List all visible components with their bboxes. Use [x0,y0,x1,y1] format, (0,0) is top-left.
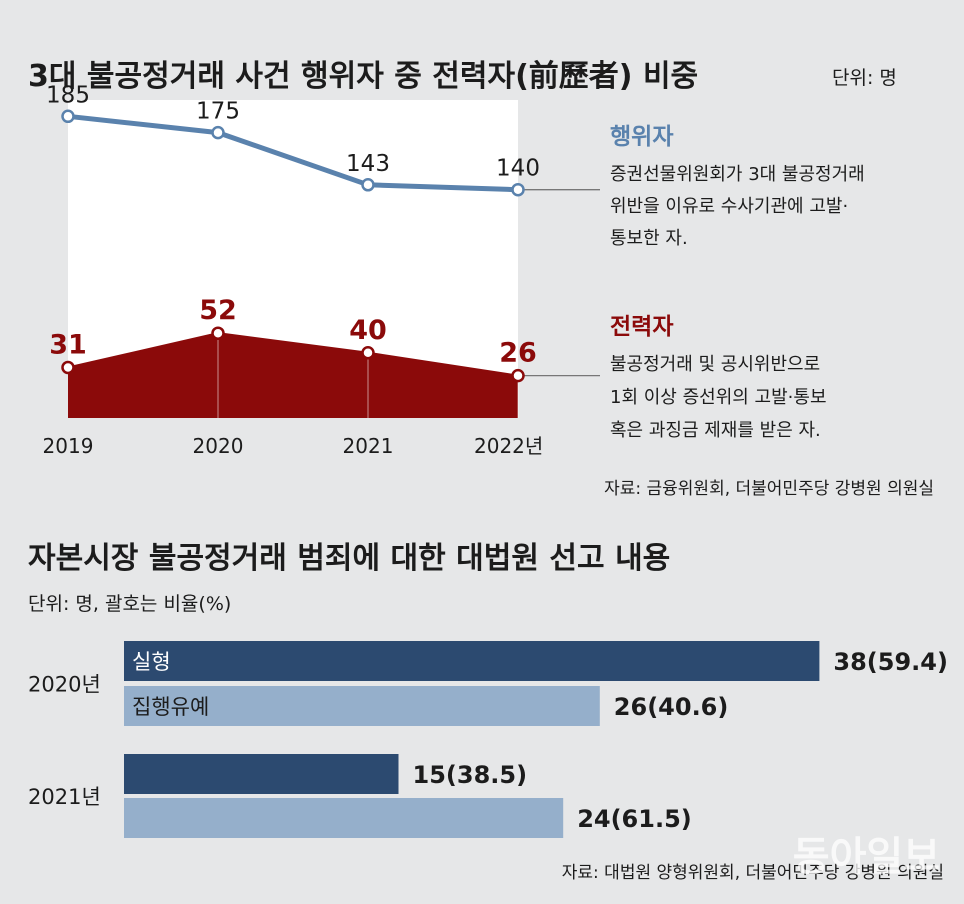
suspended-sentence-bar [124,686,600,726]
x-tick-label: 2022년 [474,434,543,458]
year-category-label: 2021년 [28,785,101,809]
bar-value-label: 15(38.5) [413,761,528,789]
bar-series-label: 실형 [132,650,171,674]
newspaper-watermark: 동아일보 [793,834,940,880]
repeat-offenders-line [67,332,519,377]
repeat-data-point [511,368,525,383]
chart2-unit-label: 단위: 명, 괄호는 비율(%) [28,593,231,615]
repeat-data-point [61,360,75,375]
prison-sentence-bar [124,641,820,681]
chart2-source: 자료: 대법원 양형위원회, 더불어민주당 강병원 의원실 [562,863,944,883]
x-tick-label: 2019 [43,434,94,458]
repeat-offenders-area [68,333,518,418]
x-tick-label: 2020 [193,434,244,458]
actors-data-point [511,182,525,197]
legend-repeat-description-line: 혹은 과징금 제재를 받은 자. [610,420,821,441]
actors-value-label: 175 [196,99,240,125]
actors-value-label: 140 [496,156,540,182]
legend-repeat-description-line: 불공정거래 및 공시위반으로 [610,354,820,375]
bar-value-label: 38(59.4) [833,648,948,676]
actors-line [67,113,519,193]
legend-actors-name: 행위자 [610,124,673,150]
actors-data-point [61,109,75,124]
chart2-title: 자본시장 불공정거래 범죄에 대한 대법원 선고 내용 [28,541,670,576]
actors-data-point [211,125,225,140]
bar-value-label: 26(40.6) [614,693,729,721]
actors-value-label: 185 [46,82,90,108]
bar-series-label: 집행유예 [132,695,209,719]
legend-actors-description-line: 통보한 자. [610,228,688,249]
repeat-value-label: 52 [199,295,237,326]
chart1-unit-label: 단위: 명 [832,67,897,89]
legend-actors-description-line: 증권선물위원회가 3대 불공정거래 [610,164,865,185]
actors-value-label: 143 [346,151,390,177]
legend-repeat-description-line: 1회 이상 증선위의 고발·통보 [610,387,827,408]
bar-value-label: 24(61.5) [577,805,692,833]
chart1-title: 3대 불공정거래 사건 행위자 중 전력자(前歷者) 비중 [28,59,698,94]
repeat-value-label: 40 [349,315,387,346]
chart1-source: 자료: 금융위원회, 더불어민주당 강병원 의원실 [604,479,934,499]
legend-actors-description-line: 위반을 이유로 수사기관에 고발· [610,196,848,217]
repeat-value-label: 26 [499,338,537,369]
repeat-data-point [211,326,225,340]
repeat-data-point [361,346,375,360]
actors-data-point [361,178,375,192]
x-tick-label: 2021 [343,434,394,458]
prison-sentence-bar [124,754,399,794]
legend-repeat-name: 전력자 [610,314,673,340]
repeat-value-label: 31 [49,329,87,360]
year-gridlines [217,339,519,418]
year-category-label: 2020년 [28,673,101,697]
suspended-sentence-bar [124,798,564,838]
